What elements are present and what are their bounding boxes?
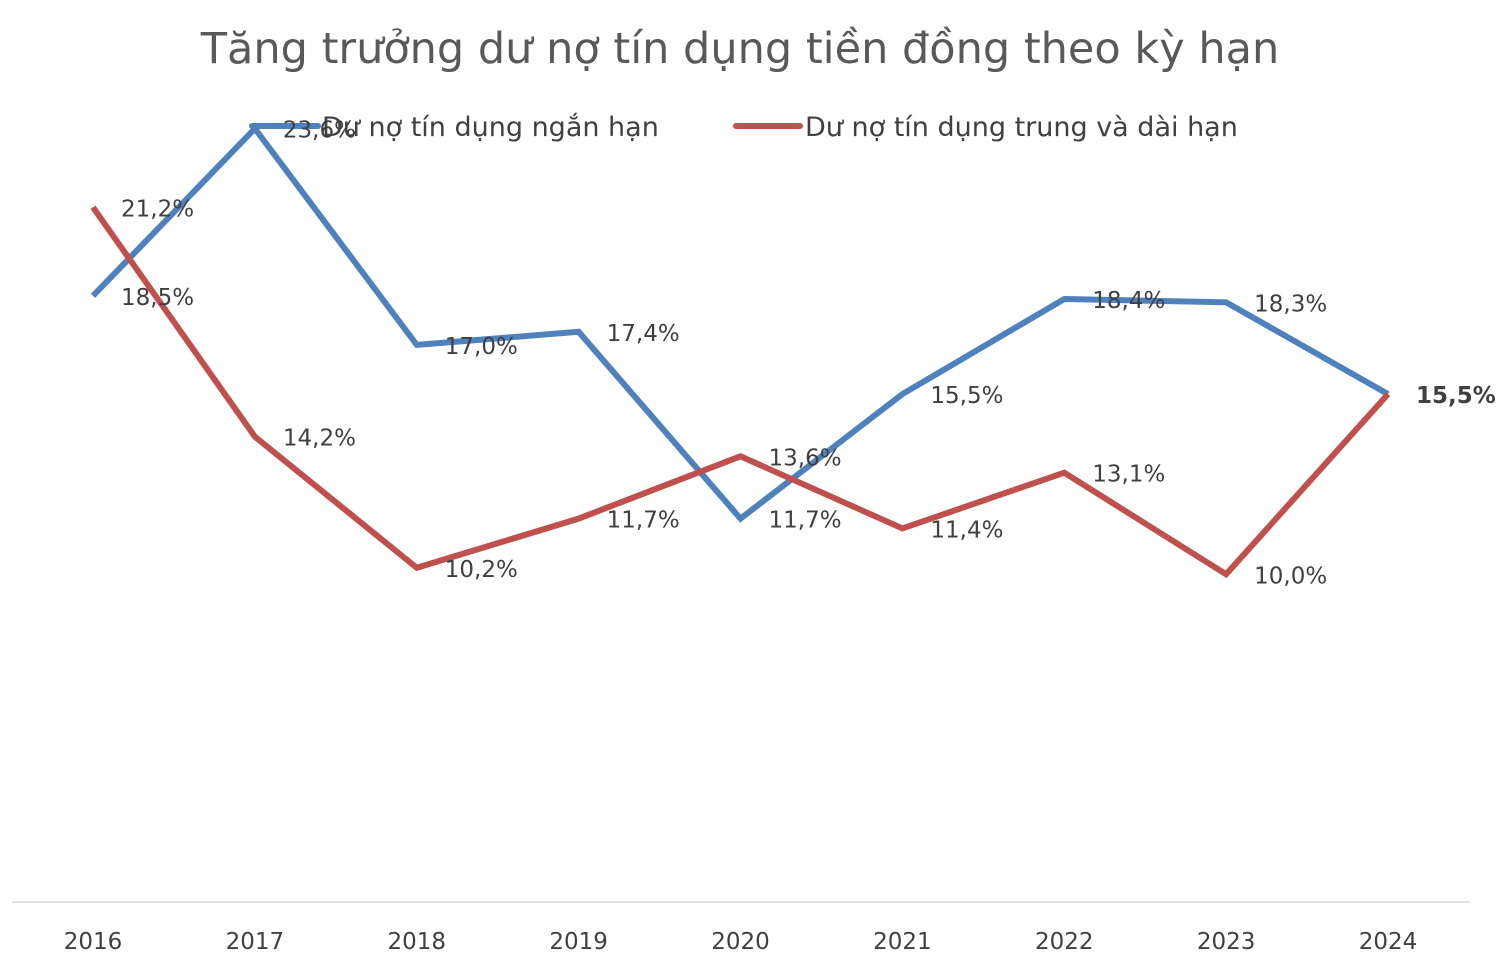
data-label-short-term: 18,5% [121,285,194,311]
series-line-short-term [90,123,1390,523]
data-label-medium-long-term: 13,6% [769,445,842,471]
data-label-medium-long-term: 21,2% [121,196,194,222]
series-lines [90,123,1391,579]
data-label-medium-long-term: 10,0% [1254,563,1327,589]
data-label-short-term: 15,5% [930,383,1003,409]
data-label-short-term: 17,4% [607,321,680,347]
data-label-medium-long-term: 13,1% [1092,462,1165,488]
chart-title: Tăng trưởng dư nợ tín dụng tiền đồng the… [200,24,1280,74]
data-label-medium-long-term: 11,7% [607,508,680,534]
x-axis-ticks: 2016 2017 2018 2019 2020 2021 2022 2023 2024 [64,929,1418,955]
data-label-medium-long-term: 14,2% [283,426,356,452]
data-label-short-term: 11,7% [769,508,842,534]
data-labels: 18,5% 23,6% 17,0% 17,4% 11,7% 15,5% 18,4% 18,3%… [121,118,1496,590]
series-line-medium-long-term [90,205,1391,579]
x-tick-label: 2020 [711,929,770,955]
legend-label-medium-long-term: Dư nợ tín dụng trung và dài hạn [805,112,1238,143]
data-label-short-term: 17,0% [445,334,518,360]
legend: Dư nợ tín dụng ngắn hạn Dư nợ tín dụng t… [249,112,1238,143]
x-tick-label: 2023 [1197,929,1256,955]
data-label-medium-long-term: 10,2% [445,557,518,583]
x-tick-label: 2016 [64,929,123,955]
x-tick-label: 2017 [226,929,285,955]
x-tick-label: 2024 [1359,929,1418,955]
data-label-short-term: 18,3% [1254,291,1327,317]
x-tick-label: 2022 [1035,929,1094,955]
x-tick-label: 2018 [387,929,446,955]
data-label-short-term: 23,6% [283,118,356,144]
data-label-short-term: 18,4% [1092,288,1165,314]
x-tick-label: 2019 [549,929,608,955]
data-label-short-term: 15,5% [1416,383,1496,409]
data-label-medium-long-term: 11,4% [930,517,1003,543]
legend-label-short-term: Dư nợ tín dụng ngắn hạn [322,112,659,143]
x-tick-label: 2021 [873,929,932,955]
